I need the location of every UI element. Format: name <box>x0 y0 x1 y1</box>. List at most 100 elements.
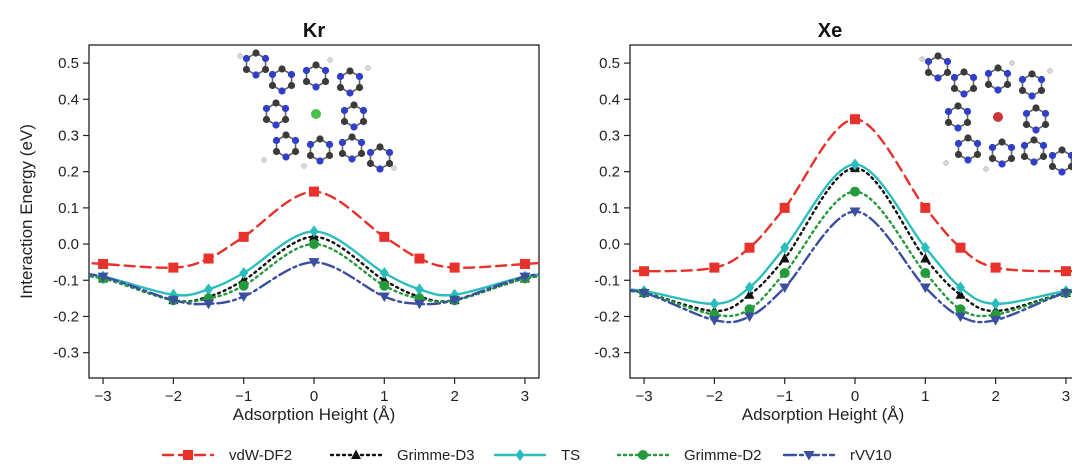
y-tick-label: -0.1 <box>594 272 620 289</box>
atom <box>346 89 354 97</box>
atom <box>960 68 968 76</box>
data-point-rvv10 <box>308 258 320 268</box>
series-line-grimme-d2 <box>89 242 539 303</box>
atom <box>944 118 953 127</box>
data-point-ts <box>414 283 424 296</box>
atom <box>357 149 366 158</box>
y-tick-label: -0.3 <box>594 345 620 362</box>
data-point-rvv10 <box>413 299 425 310</box>
atom <box>278 87 286 95</box>
legend-label: Grimme-D2 <box>684 447 762 464</box>
data-point-vdw-df2 <box>744 242 755 253</box>
hydrogen-atom <box>391 165 397 171</box>
series-group <box>89 186 539 310</box>
series-line-ts <box>630 163 1072 306</box>
x-tick-label: −2 <box>165 388 182 405</box>
atom <box>357 138 366 147</box>
series-line-rvv10 <box>89 260 539 306</box>
data-point-rvv10 <box>167 296 179 306</box>
panel-title: Xe <box>818 20 842 42</box>
legend-item-rvv10: rVV10 <box>782 447 892 464</box>
atom <box>282 131 290 139</box>
atom <box>287 70 296 79</box>
atom <box>312 61 320 69</box>
atom <box>336 83 345 92</box>
atom <box>316 157 324 165</box>
atom <box>994 64 1002 72</box>
data-point-grimme-d3 <box>779 253 790 263</box>
data-point-rvv10 <box>744 312 756 322</box>
hydrogen-atom <box>983 166 989 172</box>
y-tick-label: 0.0 <box>599 236 620 253</box>
data-point-rvv10 <box>1060 288 1072 299</box>
panel-kr: Kr -0.3 -0.2 -0.1 0.0 0.1 0.2 0.3 0.4 0.5 −3 −2 −1 0 1… <box>17 20 540 424</box>
adsorbed-atom <box>993 112 1003 122</box>
atom <box>268 70 277 79</box>
x-tick-label: −2 <box>706 388 723 405</box>
data-point-ts <box>745 281 755 294</box>
series-group <box>630 114 1072 326</box>
atom <box>1030 136 1038 144</box>
atom <box>376 143 384 151</box>
atom <box>376 165 384 173</box>
y-tick-label: 0.4 <box>599 91 620 108</box>
y-tick-label: 0.3 <box>599 127 620 144</box>
y-tick-label: 0.5 <box>58 55 79 72</box>
atom <box>281 115 290 124</box>
x-tick-label: 3 <box>521 388 529 405</box>
atom <box>306 151 315 160</box>
y-tick-label: 0.1 <box>599 200 620 217</box>
legend-item-grimme-d2: Grimme-D2 <box>616 447 762 464</box>
atom <box>1041 120 1050 129</box>
atom <box>1018 75 1027 84</box>
data-point-vdw-df2 <box>414 253 425 264</box>
data-point-vdw-df2 <box>203 253 214 264</box>
molecule-inset <box>237 49 397 173</box>
atom <box>969 73 978 82</box>
data-point-rvv10 <box>378 292 390 303</box>
data-point-rvv10 <box>238 292 250 303</box>
y-tick-label: -0.3 <box>53 345 79 362</box>
atom <box>316 135 324 143</box>
atom <box>943 68 952 77</box>
atom <box>973 150 982 159</box>
atom <box>278 65 286 73</box>
atom <box>272 147 281 156</box>
atom <box>291 136 300 145</box>
atom <box>954 150 963 159</box>
data-point-vdw-df2 <box>519 258 530 269</box>
atom <box>1003 80 1012 89</box>
data-point-vdw-df2 <box>168 262 179 273</box>
atom <box>1022 120 1031 129</box>
y-tick-label: 0.0 <box>58 236 79 253</box>
legend-label: vdW-DF2 <box>229 447 292 464</box>
atom <box>1067 151 1072 160</box>
x-tick-label: 2 <box>991 388 999 405</box>
atom <box>1058 168 1066 176</box>
data-point-ts <box>239 267 249 280</box>
legend-item-vdw-df2: vdW-DF2 <box>161 447 292 464</box>
atom <box>973 139 982 148</box>
data-point-ts <box>379 267 389 280</box>
atom <box>924 68 933 77</box>
atom <box>998 160 1006 168</box>
atom <box>325 151 334 160</box>
atom <box>1039 152 1048 161</box>
atom <box>984 69 993 78</box>
atom <box>350 101 358 109</box>
atom <box>1028 92 1036 100</box>
atom <box>242 65 251 74</box>
y-tick-label: 0.3 <box>58 127 79 144</box>
molecule-inset <box>919 52 1072 176</box>
atom <box>268 81 277 90</box>
y-tick-label: -0.1 <box>53 272 79 289</box>
data-point-vdw-df2 <box>238 231 249 242</box>
hydrogen-atom <box>365 65 371 71</box>
data-point-grimme-d3 <box>744 289 755 299</box>
atom <box>988 154 997 163</box>
data-point-rvv10 <box>919 283 931 294</box>
atom <box>950 73 959 82</box>
x-tick-label: −1 <box>235 388 252 405</box>
atom <box>359 117 368 126</box>
